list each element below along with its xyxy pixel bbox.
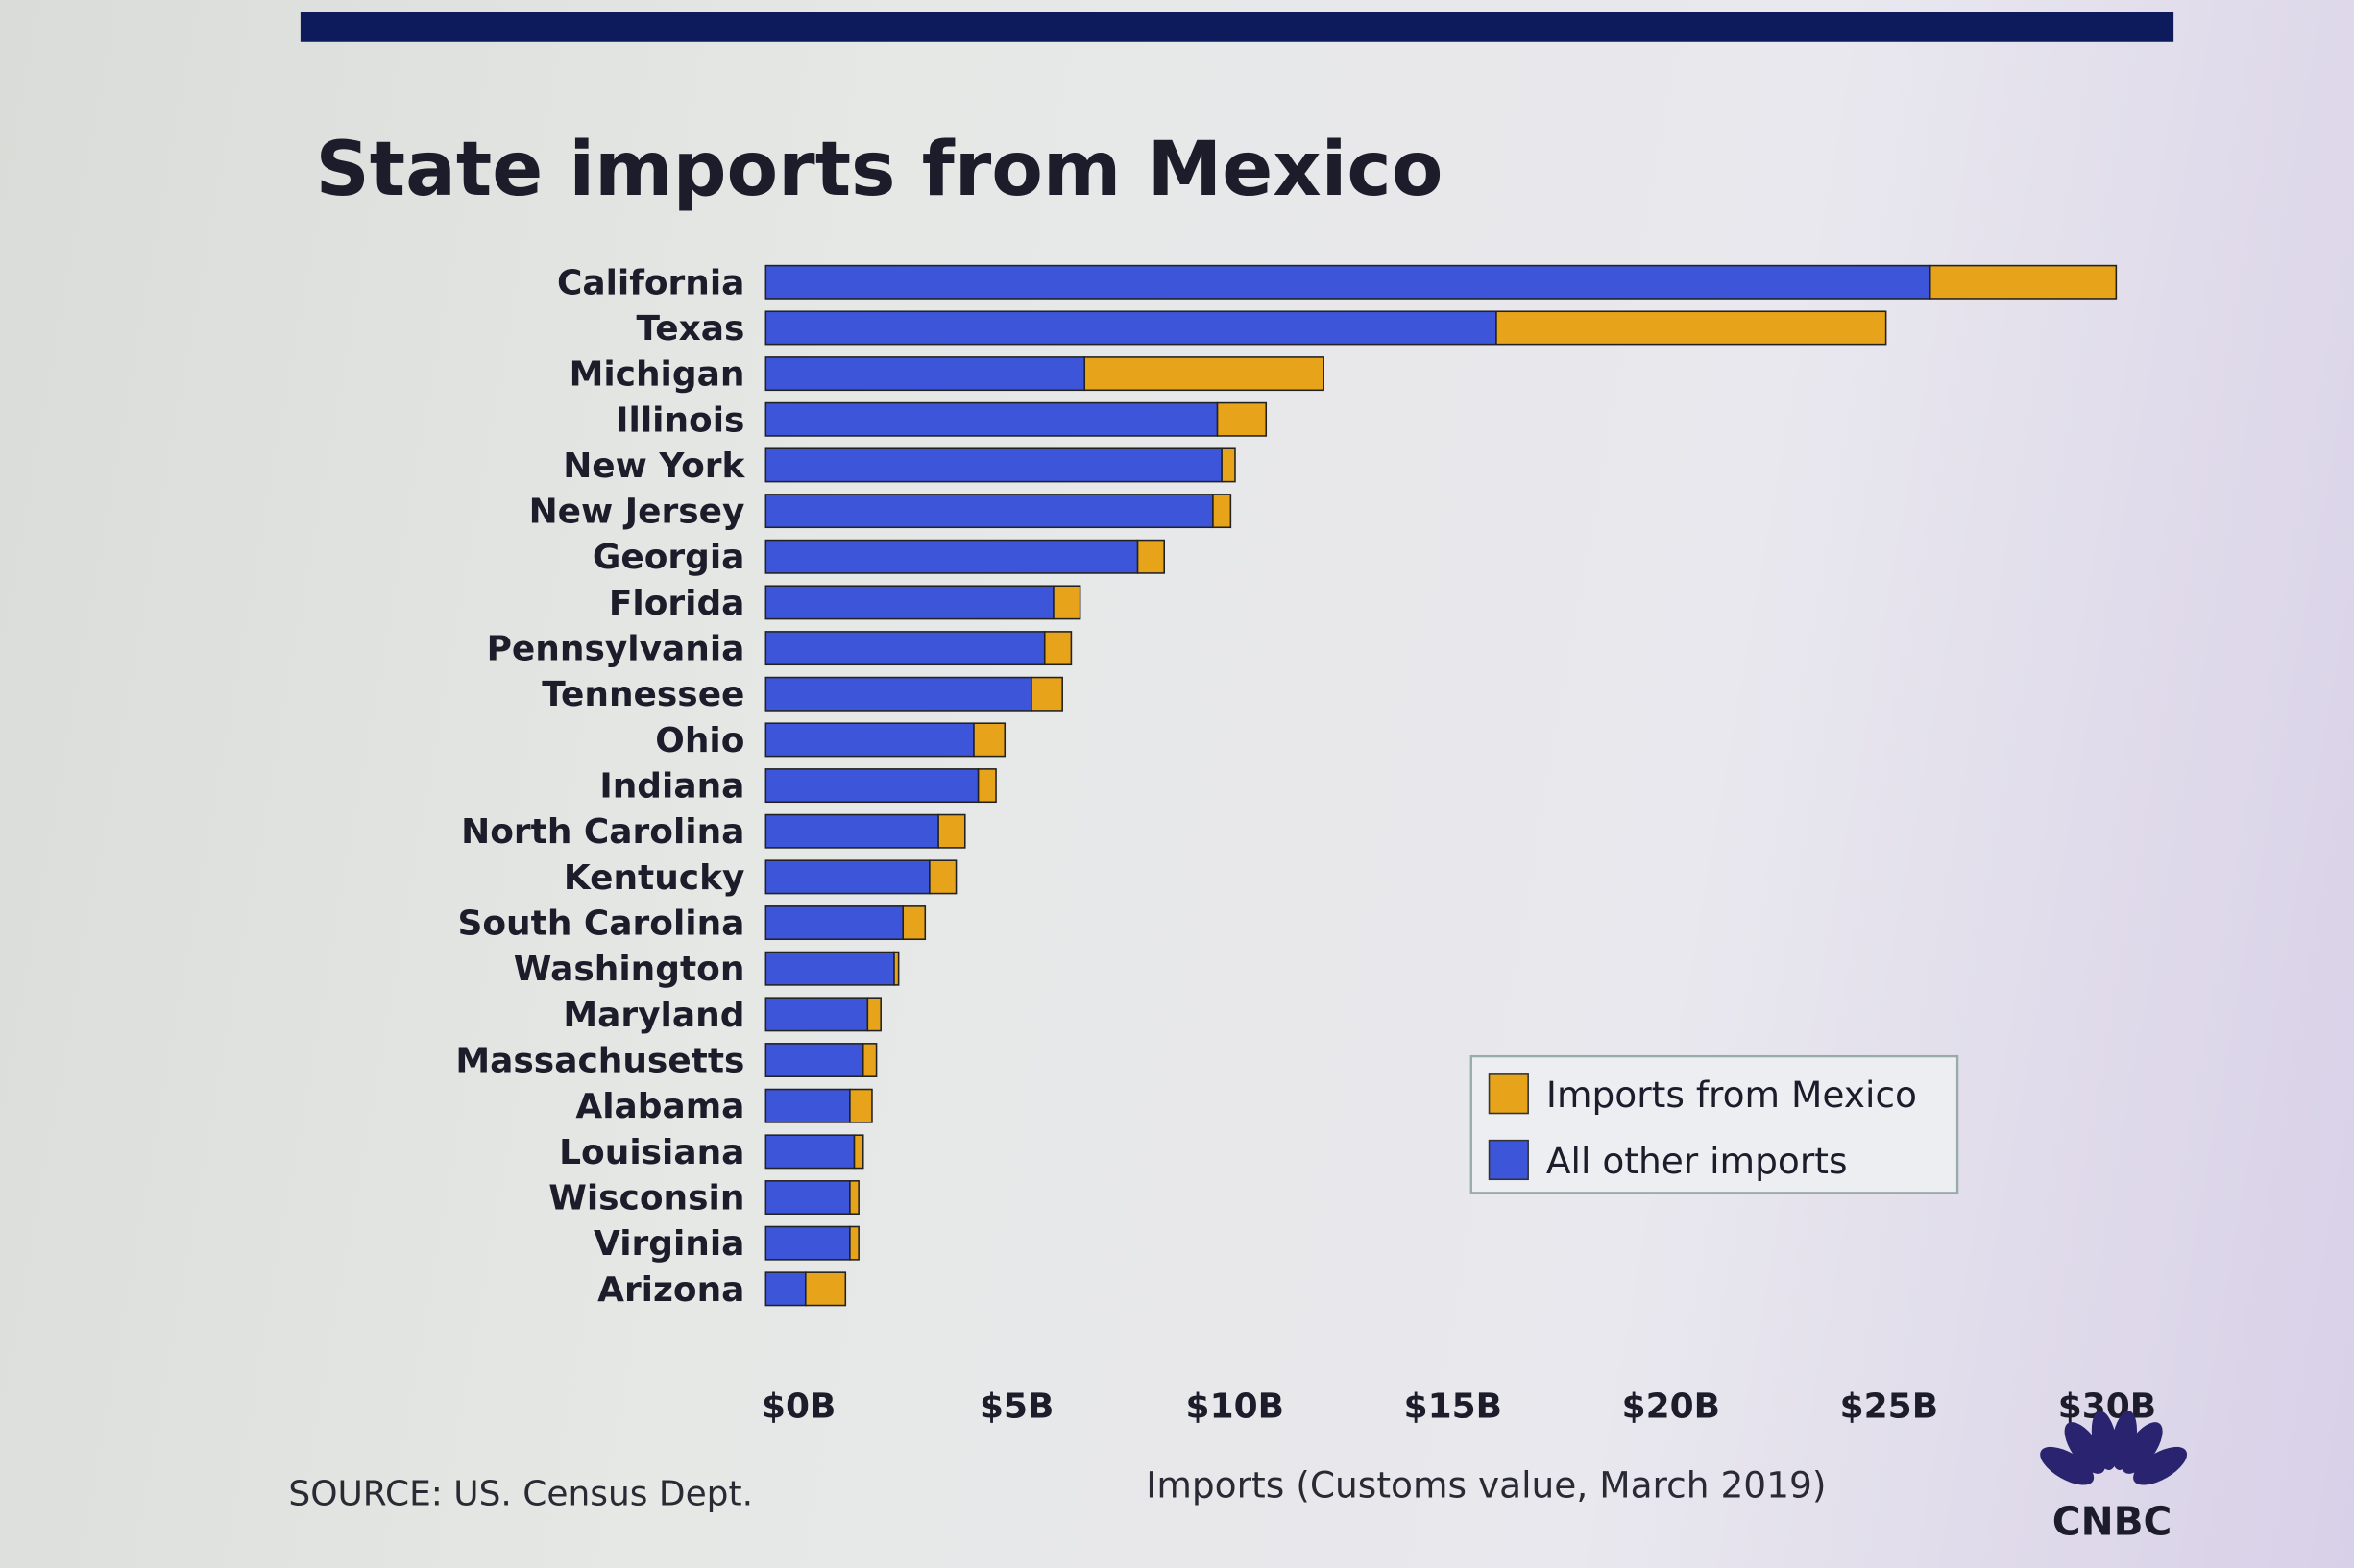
category-label-north-carolina: North Carolina bbox=[461, 812, 744, 852]
bar-other-washington bbox=[764, 951, 895, 986]
bar-mexico-maryland bbox=[866, 997, 882, 1032]
category-label-michigan: Michigan bbox=[570, 355, 745, 395]
category-label-arizona: Arizona bbox=[597, 1270, 744, 1310]
bar-mexico-louisiana bbox=[853, 1134, 864, 1170]
category-label-louisiana: Louisiana bbox=[559, 1133, 744, 1172]
bar-mexico-kentucky bbox=[929, 859, 958, 895]
category-label-massachusetts: Massachusetts bbox=[455, 1042, 744, 1081]
cnbc-wordmark: CNBC bbox=[2052, 1499, 2172, 1545]
bar-other-indiana bbox=[764, 768, 980, 804]
bar-other-virginia bbox=[764, 1225, 851, 1261]
bar-mexico-washington bbox=[893, 951, 900, 986]
legend-swatch-mexico bbox=[1488, 1073, 1529, 1115]
legend-label-mexico: Imports from Mexico bbox=[1546, 1073, 1917, 1116]
bar-mexico-massachusetts bbox=[862, 1043, 878, 1078]
bar-other-ohio bbox=[764, 722, 975, 758]
category-label-alabama: Alabama bbox=[575, 1087, 744, 1126]
category-label-illinois: Illinois bbox=[616, 400, 744, 440]
chart-title: State imports from Mexico bbox=[316, 126, 1444, 213]
bars-group: California Texas Michigan Illinois New York N… bbox=[455, 263, 2118, 1310]
x-tick-label: $15B bbox=[1404, 1387, 1502, 1427]
bar-mexico-ohio bbox=[973, 722, 1007, 758]
bar-other-pennsylvania bbox=[764, 631, 1046, 666]
category-label-virginia: Virginia bbox=[594, 1224, 744, 1264]
bar-mexico-tennessee bbox=[1031, 676, 1063, 712]
bar-other-arizona bbox=[764, 1271, 807, 1307]
legend-swatch-other bbox=[1488, 1139, 1529, 1181]
bar-other-wisconsin bbox=[764, 1180, 851, 1215]
bar-mexico-new-york bbox=[1221, 447, 1236, 483]
bar-other-louisiana bbox=[764, 1134, 856, 1170]
bar-mexico-new-jersey bbox=[1212, 494, 1232, 529]
category-label-georgia: Georgia bbox=[593, 538, 745, 577]
category-label-washington: Washington bbox=[514, 950, 745, 989]
bar-other-georgia bbox=[764, 539, 1139, 574]
bar-other-alabama bbox=[764, 1088, 851, 1123]
category-label-california: California bbox=[557, 263, 744, 302]
source-note: SOURCE: US. Census Dept. bbox=[288, 1474, 753, 1513]
header-bar bbox=[300, 12, 2174, 42]
category-label-pennsylvania: Pennsylvania bbox=[487, 630, 745, 669]
bar-other-new-jersey bbox=[764, 494, 1214, 529]
x-axis-label: Imports (Customs value, March 2019) bbox=[1146, 1464, 1826, 1507]
x-tick-label: $0B bbox=[762, 1387, 836, 1427]
bar-mexico-california bbox=[1929, 264, 2118, 300]
bar-other-california bbox=[764, 264, 1931, 300]
cnbc-logo: CNBC bbox=[2040, 1411, 2188, 1545]
category-label-new-jersey: New Jersey bbox=[529, 493, 745, 532]
bar-mexico-georgia bbox=[1136, 539, 1165, 574]
bar-other-florida bbox=[764, 585, 1055, 620]
bar-mexico-virginia bbox=[849, 1225, 860, 1261]
bar-other-illinois bbox=[764, 401, 1219, 437]
legend: Imports from Mexico All other imports bbox=[1469, 1054, 1959, 1194]
bar-other-south-carolina bbox=[764, 905, 905, 941]
bar-mexico-alabama bbox=[849, 1088, 873, 1123]
category-label-new-york: New York bbox=[563, 446, 745, 486]
x-tick-label: $20B bbox=[1622, 1387, 1720, 1427]
category-label-south-carolina: South Carolina bbox=[457, 905, 744, 944]
bar-other-tennessee bbox=[764, 676, 1032, 712]
bar-mexico-texas bbox=[1495, 310, 1887, 346]
x-axis-ticks: $0B $5B $10B $15B $20B $25B $30B bbox=[762, 1387, 2156, 1427]
bar-mexico-illinois bbox=[1216, 401, 1268, 437]
category-label-texas: Texas bbox=[637, 309, 745, 349]
bar-mexico-michigan bbox=[1083, 356, 1324, 392]
bar-other-massachusetts bbox=[764, 1043, 864, 1078]
bar-other-north-carolina bbox=[764, 813, 939, 849]
peacock-icon bbox=[2040, 1411, 2188, 1485]
category-label-ohio: Ohio bbox=[655, 721, 744, 760]
bar-mexico-arizona bbox=[805, 1271, 847, 1307]
bar-mexico-south-carolina bbox=[902, 905, 927, 941]
x-tick-label: $5B bbox=[980, 1387, 1054, 1427]
bar-other-maryland bbox=[764, 997, 869, 1032]
category-label-kentucky: Kentucky bbox=[564, 858, 745, 898]
x-tick-label: $25B bbox=[1840, 1387, 1938, 1427]
bar-mexico-indiana bbox=[977, 768, 997, 804]
x-tick-label: $10B bbox=[1186, 1387, 1284, 1427]
bar-other-kentucky bbox=[764, 859, 931, 895]
legend-label-other: All other imports bbox=[1546, 1140, 1848, 1182]
category-label-florida: Florida bbox=[609, 584, 745, 623]
bar-other-michigan bbox=[764, 356, 1086, 392]
bar-other-texas bbox=[764, 310, 1497, 346]
category-label-tennessee: Tennessee bbox=[542, 675, 744, 714]
category-label-wisconsin: Wisconsin bbox=[548, 1179, 744, 1218]
bar-mexico-north-carolina bbox=[937, 813, 966, 849]
bar-mexico-wisconsin bbox=[849, 1180, 860, 1215]
bar-mexico-pennsylvania bbox=[1043, 631, 1073, 666]
category-label-maryland: Maryland bbox=[563, 996, 744, 1035]
bar-other-new-york bbox=[764, 447, 1223, 483]
category-label-indiana: Indiana bbox=[599, 767, 744, 807]
bar-mexico-florida bbox=[1053, 585, 1081, 620]
legend-box bbox=[1469, 1054, 1959, 1194]
